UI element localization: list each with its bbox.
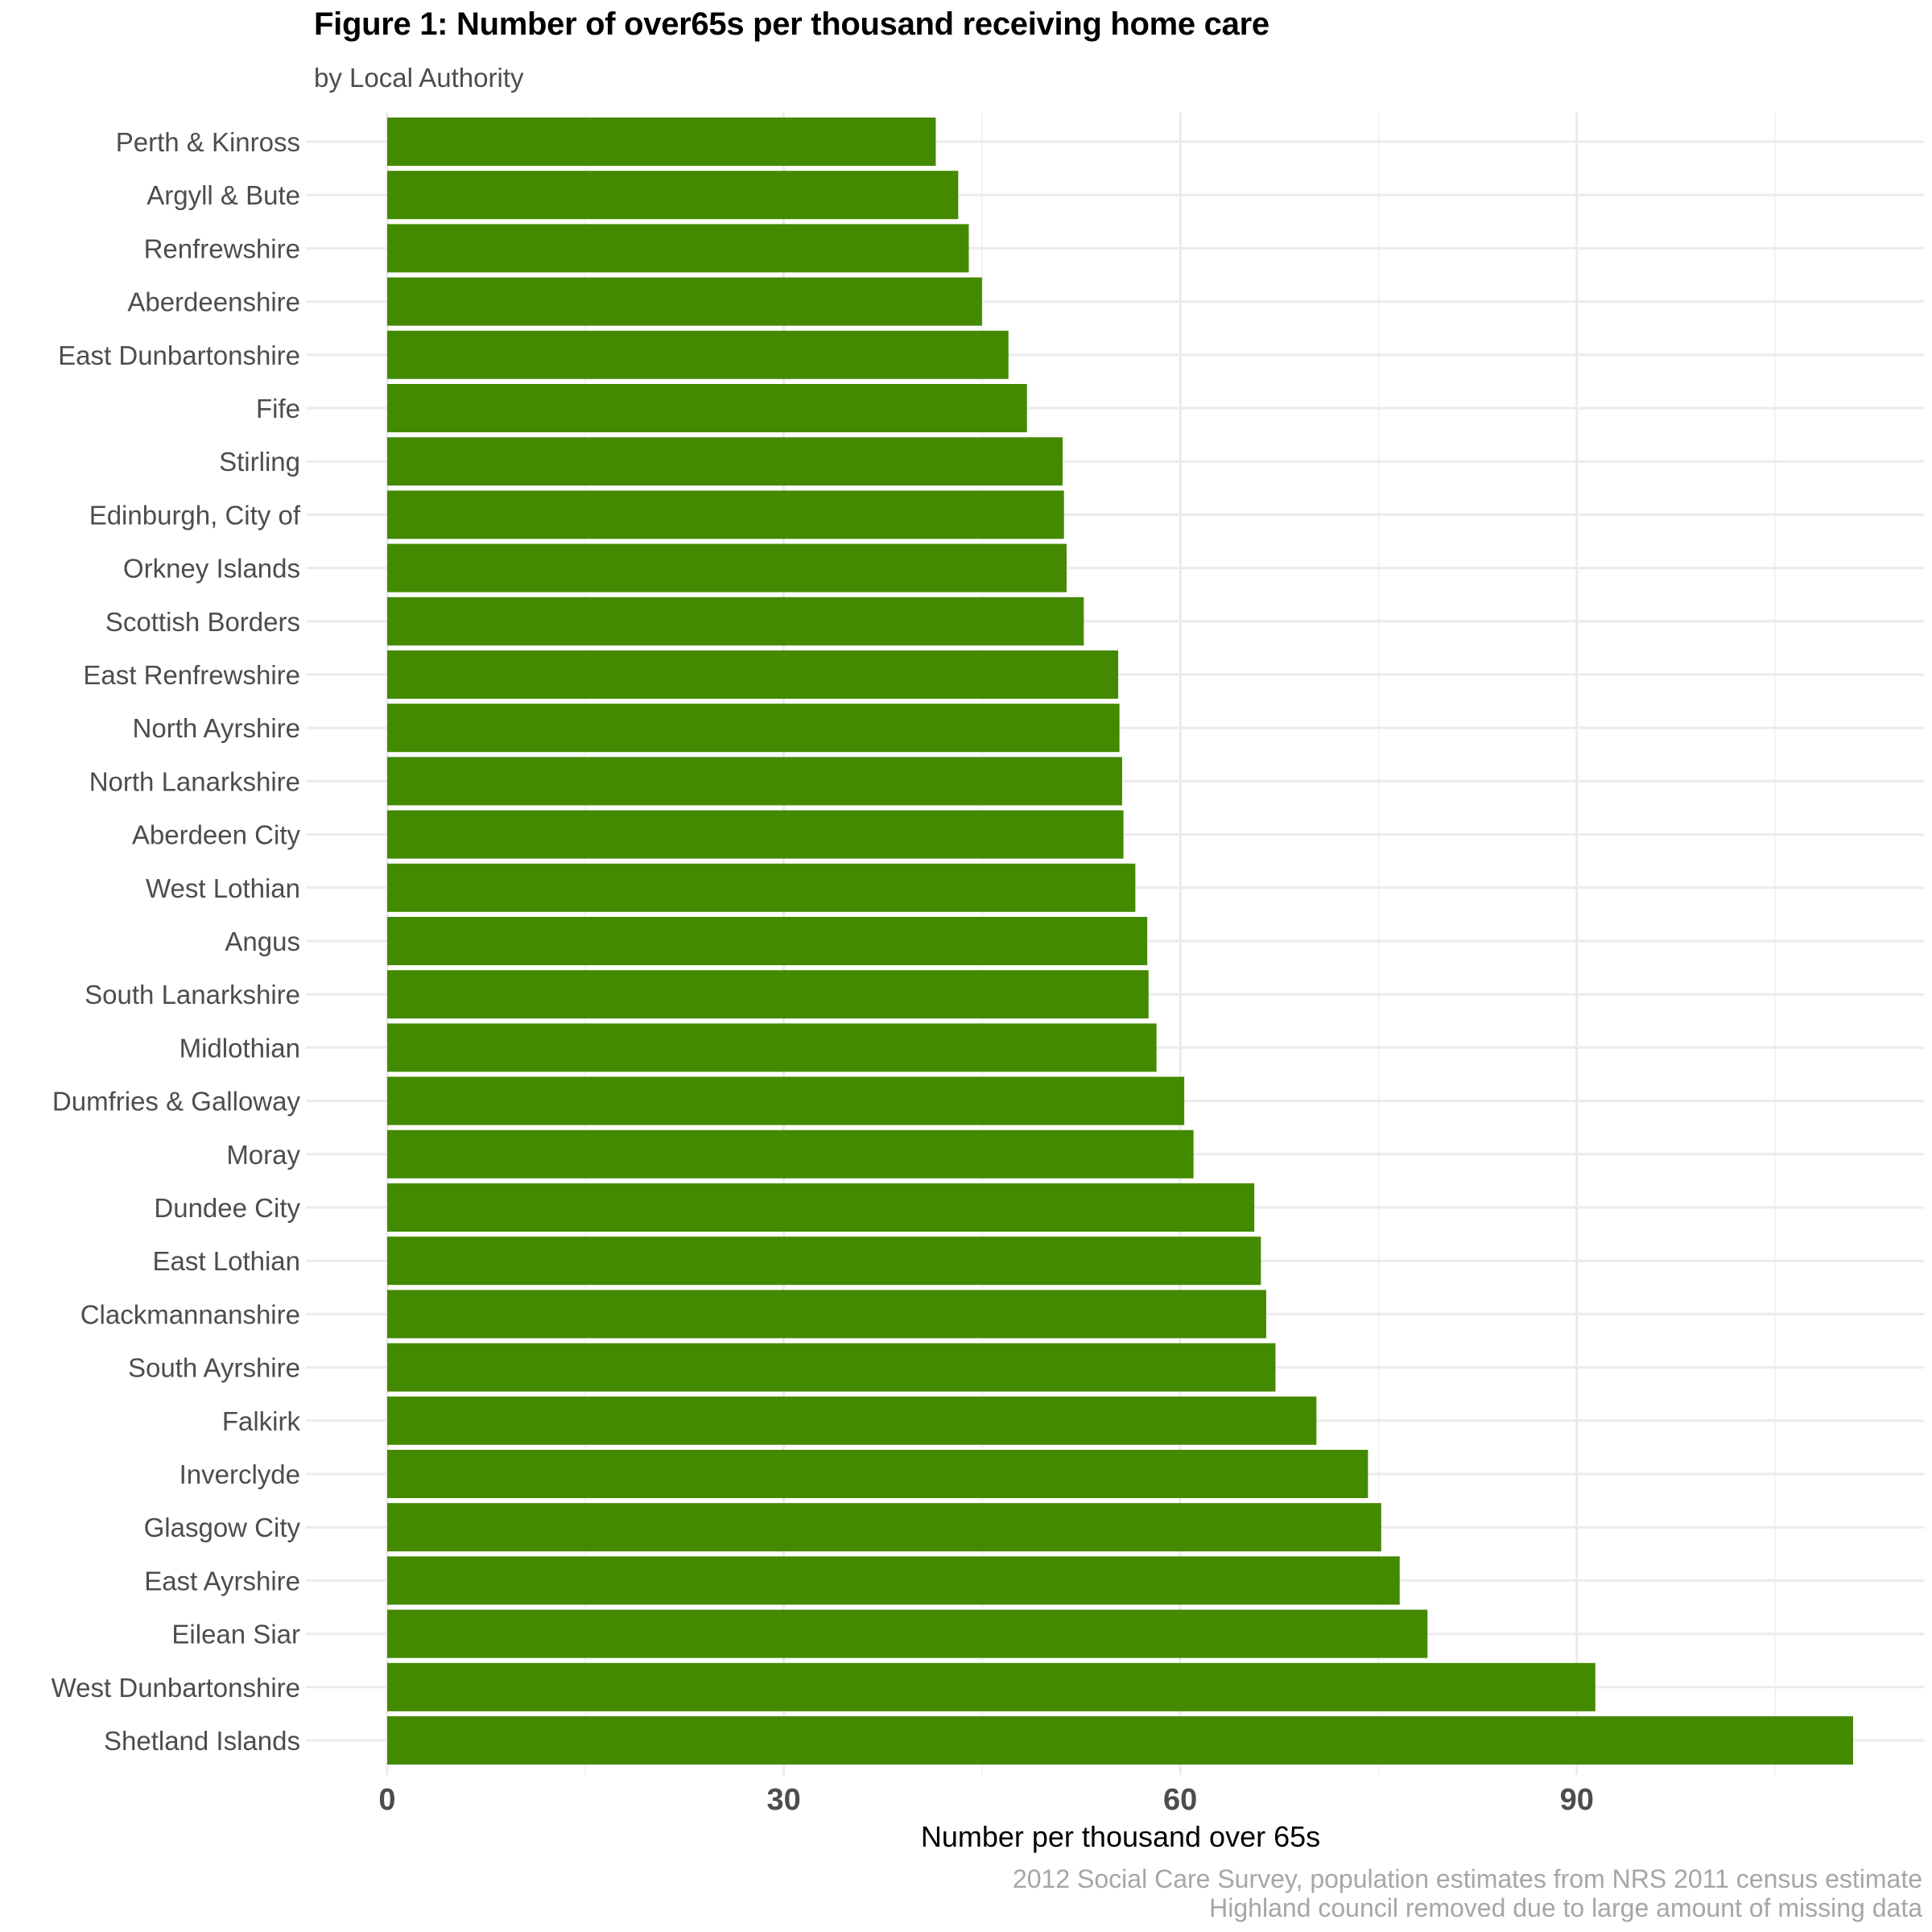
y-tick-label: East Dunbartonshire — [58, 341, 300, 370]
x-axis-tick-labels: 0 30 60 90 — [378, 1783, 1594, 1817]
y-tick-label: Stirling — [219, 447, 300, 477]
bar — [387, 810, 1124, 859]
y-tick-label: Argyll & Bute — [147, 180, 300, 210]
x-tick-label: 0 — [378, 1783, 395, 1817]
bar — [387, 118, 936, 166]
chart-subtitle: by Local Authority — [314, 63, 524, 93]
bar — [387, 171, 959, 220]
bar — [387, 597, 1084, 646]
y-tick-label: Renfrewshire — [144, 233, 300, 263]
chart-caption: 2012 Social Care Survey, population esti… — [1013, 1864, 1922, 1922]
y-tick-label: East Renfrewshire — [83, 660, 300, 690]
bar — [387, 1183, 1255, 1232]
bar — [387, 650, 1119, 699]
bars — [387, 118, 1853, 1765]
y-tick-label: Scottish Borders — [105, 607, 300, 637]
bar — [387, 330, 1009, 379]
y-tick-label: East Lothian — [153, 1246, 300, 1276]
y-tick-label: South Ayrshire — [128, 1353, 300, 1383]
y-tick-label: Moray — [226, 1140, 300, 1170]
y-tick-label: West Dunbartonshire — [52, 1673, 300, 1703]
bar — [387, 543, 1067, 592]
bar — [387, 1556, 1400, 1605]
bar — [387, 224, 969, 273]
y-tick-label: Eilean Siar — [171, 1620, 300, 1649]
y-tick-label: Inverclyde — [180, 1459, 300, 1489]
x-tick-label: 30 — [766, 1783, 800, 1817]
y-tick-label: Clackmannanshire — [80, 1299, 300, 1329]
bar — [387, 437, 1063, 486]
bar — [387, 1343, 1276, 1392]
y-tick-label: Fife — [256, 394, 300, 423]
y-tick-label: Angus — [225, 927, 300, 956]
y-tick-label: Edinburgh, City of — [89, 500, 301, 530]
y-tick-label: Falkirk — [222, 1406, 301, 1436]
bar — [387, 863, 1136, 912]
bar — [387, 490, 1064, 539]
bar — [387, 1609, 1428, 1658]
y-tick-label: North Lanarkshire — [89, 766, 300, 796]
x-axis-title: Number per thousand over 65s — [921, 1820, 1320, 1853]
y-tick-label: East Ayrshire — [144, 1566, 300, 1596]
y-tick-label: Glasgow City — [144, 1513, 301, 1542]
bar — [387, 1129, 1194, 1179]
bar — [387, 1503, 1381, 1552]
y-tick-label: Aberdeenshire — [127, 287, 300, 317]
bar — [387, 277, 982, 326]
bar — [387, 1290, 1266, 1339]
y-tick-label: Midlothian — [180, 1033, 300, 1063]
y-tick-label: Shetland Islands — [104, 1726, 300, 1756]
y-tick-label: Perth & Kinross — [116, 127, 300, 157]
bar — [387, 1716, 1853, 1765]
bar — [387, 1236, 1261, 1286]
category-labels: Perth & Kinross Argyll & Bute Renfrewshire… — [52, 127, 301, 1756]
y-tick-label: Dumfries & Galloway — [52, 1087, 301, 1117]
bar — [387, 970, 1149, 1019]
y-tick-label: Dundee City — [154, 1193, 300, 1223]
bar — [387, 1450, 1368, 1498]
bar — [387, 1076, 1185, 1125]
bar — [387, 1662, 1596, 1711]
bar — [387, 757, 1122, 806]
chart-title: Figure 1: Number of over65s per thousand… — [314, 6, 1269, 42]
bar — [387, 1396, 1317, 1445]
x-tick-label: 90 — [1560, 1783, 1594, 1817]
y-tick-label: South Lanarkshire — [85, 980, 300, 1009]
bar — [387, 384, 1027, 432]
caption-line-2: Highland council removed due to large am… — [1209, 1893, 1922, 1922]
bar — [387, 704, 1120, 753]
y-tick-label: Orkney Islands — [123, 554, 300, 584]
bar — [387, 1023, 1157, 1072]
bar — [387, 917, 1148, 965]
y-tick-label: Aberdeen City — [132, 820, 301, 850]
x-tick-label: 60 — [1163, 1783, 1197, 1817]
y-tick-label: North Ayrshire — [133, 713, 300, 743]
y-tick-label: West Lothian — [146, 873, 300, 903]
caption-line-1: 2012 Social Care Survey, population esti… — [1012, 1864, 1922, 1893]
